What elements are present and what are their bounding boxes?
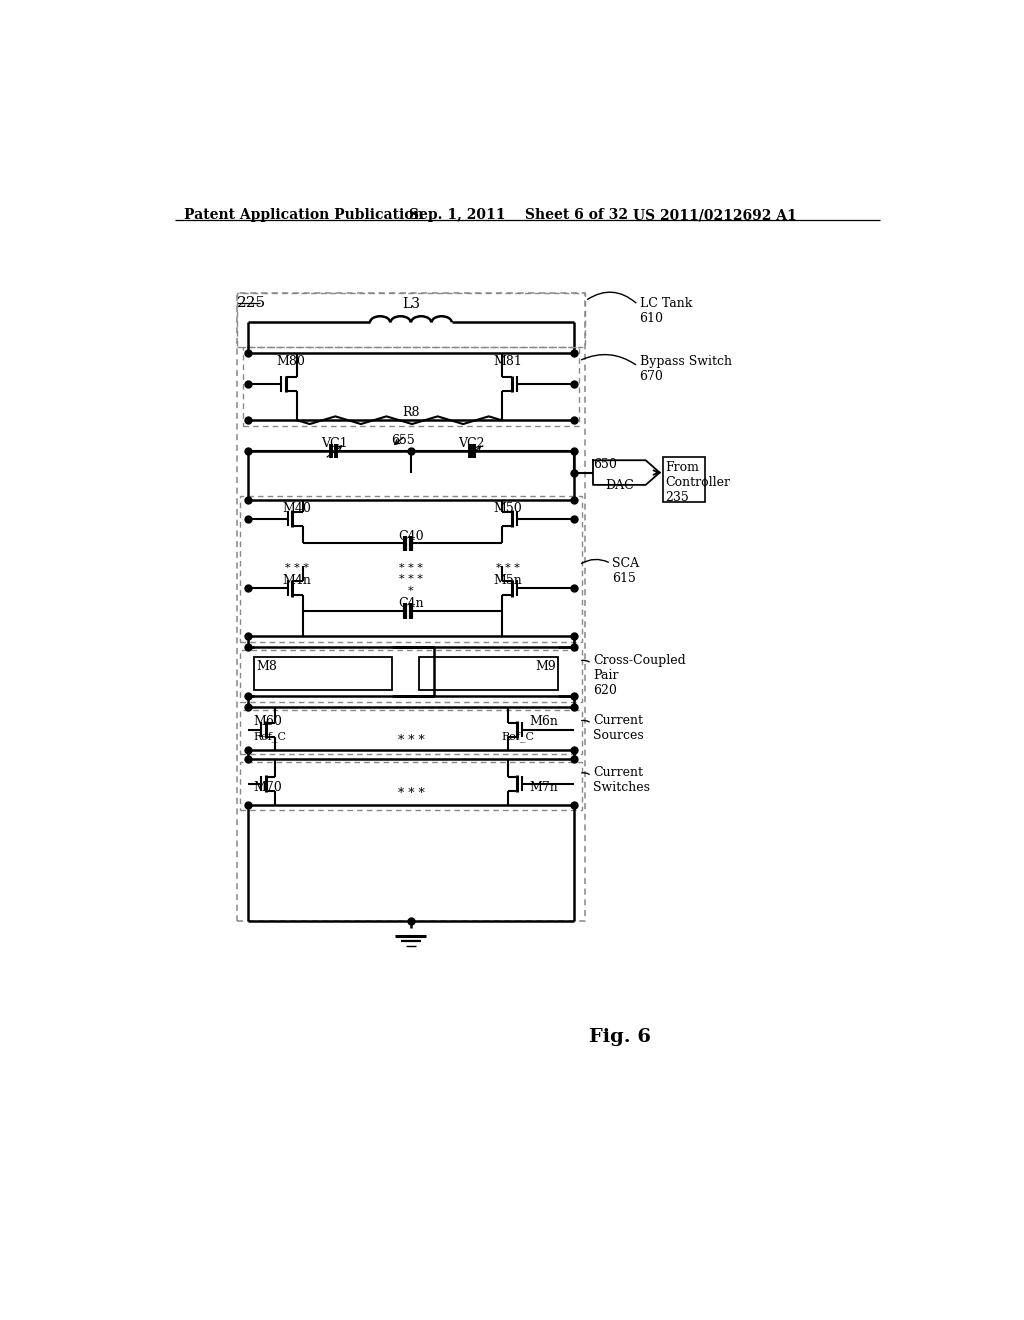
- Text: M9: M9: [535, 660, 556, 673]
- Text: C4n: C4n: [398, 598, 424, 610]
- Bar: [240, 649, 583, 702]
- Text: Current
Sources: Current Sources: [593, 714, 644, 742]
- Text: DAC: DAC: [605, 479, 634, 492]
- Text: Cross-Coupled
Pair
620: Cross-Coupled Pair 620: [593, 653, 686, 697]
- Text: M81: M81: [494, 355, 522, 368]
- Text: LC Tank
610: LC Tank 610: [640, 297, 692, 325]
- Text: From
Controller
235: From Controller 235: [665, 461, 730, 504]
- Text: Patent Application Publication: Patent Application Publication: [183, 209, 424, 223]
- Text: Sep. 1, 2011    Sheet 6 of 32: Sep. 1, 2011 Sheet 6 of 32: [410, 209, 629, 223]
- Bar: [240, 496, 583, 642]
- Text: 655: 655: [391, 434, 415, 447]
- Text: Current
Switches: Current Switches: [593, 766, 650, 793]
- Text: US 2011/0212692 A1: US 2011/0212692 A1: [633, 209, 797, 223]
- Text: *: *: [408, 586, 414, 595]
- Text: 225: 225: [237, 296, 265, 310]
- Text: M8: M8: [257, 660, 278, 673]
- Text: SCA
615: SCA 615: [612, 557, 640, 585]
- Text: M5n: M5n: [494, 574, 522, 587]
- Bar: [237, 293, 586, 347]
- Text: 650: 650: [593, 458, 616, 471]
- Text: * * *: * * *: [397, 788, 424, 800]
- Text: Ref_C: Ref_C: [254, 731, 287, 742]
- Bar: [419, 657, 558, 689]
- Text: M40: M40: [283, 502, 311, 515]
- Text: M6n: M6n: [529, 715, 558, 729]
- Bar: [243, 347, 579, 426]
- Text: M7n: M7n: [529, 781, 558, 795]
- Text: * * *: * * *: [397, 734, 424, 747]
- Text: * * *: * * *: [399, 562, 423, 573]
- Text: Fig. 6: Fig. 6: [589, 1028, 651, 1047]
- Bar: [240, 762, 583, 810]
- Bar: [663, 457, 706, 502]
- Bar: [237, 293, 586, 921]
- Text: M4n: M4n: [283, 574, 311, 587]
- Text: M60: M60: [254, 715, 283, 729]
- Text: * * *: * * *: [399, 574, 423, 585]
- Text: VC1: VC1: [322, 437, 348, 450]
- Text: C40: C40: [398, 529, 424, 543]
- Bar: [240, 710, 583, 755]
- Text: M50: M50: [494, 502, 522, 515]
- Bar: [254, 657, 391, 689]
- Text: L3: L3: [401, 297, 420, 312]
- Text: R8: R8: [402, 407, 420, 420]
- Text: VC2: VC2: [458, 437, 484, 450]
- Text: Bypass Switch
670: Bypass Switch 670: [640, 355, 731, 383]
- Text: M70: M70: [254, 781, 283, 795]
- Text: * * *: * * *: [496, 562, 520, 573]
- Text: Ref_C: Ref_C: [502, 731, 535, 742]
- Text: * * *: * * *: [285, 562, 309, 573]
- Text: M80: M80: [276, 355, 305, 368]
